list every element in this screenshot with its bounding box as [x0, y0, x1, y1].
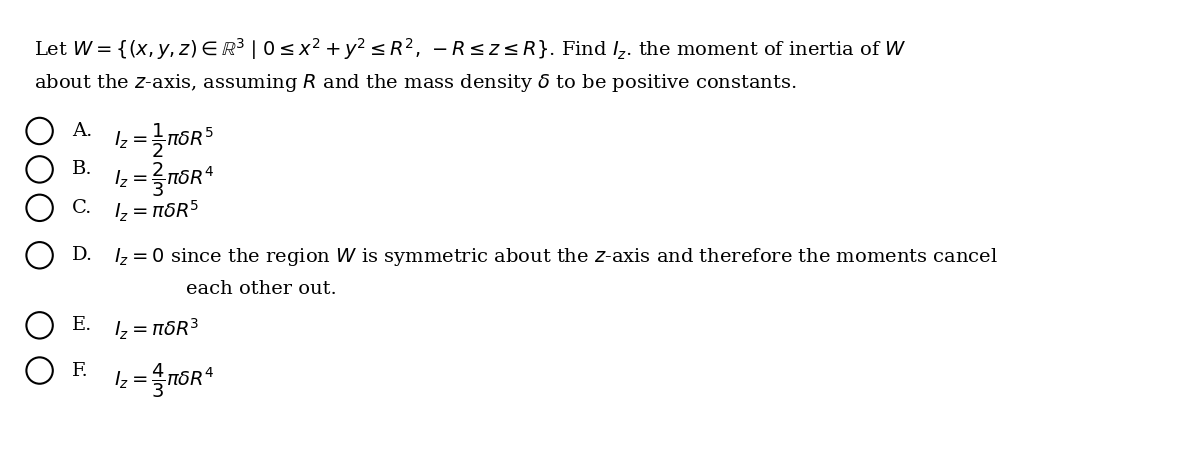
Text: $I_z = 0$ since the region $W$ is symmetric about the $z$-axis and therefore the: $I_z = 0$ since the region $W$ is symmet…: [114, 246, 998, 268]
Text: C.: C.: [72, 198, 92, 216]
Text: $I_z = \dfrac{1}{2}\pi\delta R^5$: $I_z = \dfrac{1}{2}\pi\delta R^5$: [114, 122, 215, 160]
Text: B.: B.: [72, 160, 92, 178]
Text: each other out.: each other out.: [186, 280, 337, 298]
Text: A.: A.: [72, 122, 92, 140]
Text: $I_z = \pi\delta R^3$: $I_z = \pi\delta R^3$: [114, 316, 199, 341]
Text: $I_z = \dfrac{4}{3}\pi\delta R^4$: $I_z = \dfrac{4}{3}\pi\delta R^4$: [114, 361, 215, 399]
Text: E.: E.: [72, 316, 92, 334]
Text: $I_z = \dfrac{2}{3}\pi\delta R^4$: $I_z = \dfrac{2}{3}\pi\delta R^4$: [114, 160, 215, 198]
Text: Let $W = \{(x, y, z) \in \mathbb{R}^3 \mid 0 \leq x^2 + y^2 \leq R^2,\,-R \leq z: Let $W = \{(x, y, z) \in \mathbb{R}^3 \m…: [34, 36, 906, 62]
Text: D.: D.: [72, 246, 94, 264]
Text: F.: F.: [72, 361, 89, 379]
Text: $I_z = \pi\delta R^5$: $I_z = \pi\delta R^5$: [114, 198, 199, 224]
Text: about the $z$-axis, assuming $R$ and the mass density $\delta$ to be positive co: about the $z$-axis, assuming $R$ and the…: [34, 72, 797, 94]
